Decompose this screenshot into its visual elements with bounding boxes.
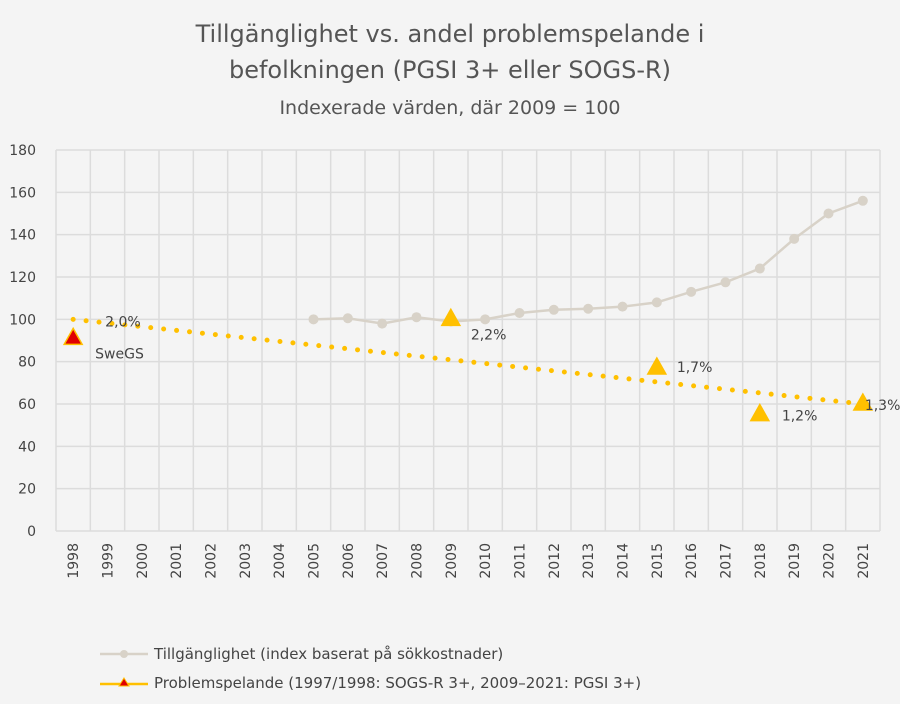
- legend-item-tillganglighet: Tillgänglighet (index baserat på sökkost…: [100, 645, 503, 663]
- y-tick-label: 100: [9, 312, 36, 328]
- availability-point: [411, 312, 422, 323]
- x-tick-label: 1999: [101, 543, 117, 579]
- problem-trendline: [70, 316, 866, 407]
- y-tick-label: 40: [18, 439, 36, 455]
- data-label: 1,3%: [865, 398, 900, 414]
- x-tick-label: 2021: [856, 543, 872, 579]
- data-label: 2,2%: [471, 327, 507, 343]
- data-note: SweGS: [95, 346, 144, 362]
- x-tick-label: 2010: [478, 543, 494, 579]
- availability-point: [514, 307, 525, 318]
- y-tick-label: 180: [9, 143, 36, 159]
- availability-point: [823, 208, 834, 219]
- legend-label: Problemspelande (1997/1998: SOGS-R 3+, 2…: [154, 674, 642, 692]
- availability-point: [857, 195, 868, 206]
- y-tick-label: 20: [18, 482, 36, 498]
- y-tick-label: 120: [9, 270, 36, 286]
- legend-line-triangle-icon: [100, 677, 148, 687]
- availability-point: [789, 233, 800, 244]
- x-tick-label: 2008: [410, 543, 426, 579]
- legend-line-gray-icon: [100, 650, 148, 658]
- problem-triangle-marker: [62, 326, 84, 346]
- chart-title-line-2: befolkningen (PGSI 3+ eller SOGS-R): [228, 56, 672, 84]
- availability-point: [548, 304, 559, 315]
- x-tick-label: 2002: [204, 543, 220, 579]
- data-label: 1,7%: [677, 360, 713, 376]
- x-tick-label: 2007: [375, 543, 391, 579]
- data-label: 2,0%: [105, 314, 141, 330]
- availability-point: [754, 263, 765, 274]
- x-tick-label: 2016: [684, 543, 700, 579]
- availability-point: [651, 297, 662, 308]
- x-tick-label: 2006: [341, 543, 357, 579]
- x-tick-label: 2005: [307, 543, 323, 579]
- x-tick-label: 2004: [272, 543, 288, 579]
- availability-point: [686, 286, 697, 297]
- availability-point: [342, 313, 353, 324]
- chart-title-line-1: Tillgänglighet vs. andel problemspelande…: [195, 20, 705, 48]
- availability-point: [308, 314, 319, 325]
- y-tick-label: 80: [18, 355, 36, 371]
- x-tick-label: 2019: [787, 543, 803, 579]
- legend-item-problemspelande: Problemspelande (1997/1998: SOGS-R 3+, 2…: [100, 674, 641, 692]
- x-tick-label: 2018: [753, 543, 769, 579]
- availability-point: [617, 301, 628, 312]
- x-tick-label: 2015: [650, 543, 666, 579]
- x-tick-label: 2017: [719, 543, 735, 579]
- problem-triangle-marker: [852, 392, 874, 411]
- x-tick-label: 2012: [547, 543, 563, 579]
- availability-point: [720, 277, 731, 288]
- problem-triangle-marker: [749, 403, 771, 422]
- availability-point: [480, 314, 491, 325]
- chart-subtitle: Indexerade värden, där 2009 = 100: [279, 97, 621, 119]
- x-tick-label: 2014: [616, 543, 632, 579]
- y-tick-label: 0: [27, 524, 36, 540]
- availability-point: [377, 318, 388, 329]
- y-tick-label: 160: [9, 185, 36, 201]
- x-tick-label: 2001: [169, 543, 185, 579]
- x-tick-label: 1998: [66, 543, 82, 579]
- y-tick-label: 140: [9, 228, 36, 244]
- problem-triangle-marker: [440, 307, 462, 327]
- x-tick-label: 2000: [135, 543, 151, 579]
- x-tick-label: 2003: [238, 543, 254, 579]
- x-tick-label: 2013: [581, 543, 597, 579]
- availability-point: [583, 303, 594, 314]
- data-label: 1,2%: [782, 409, 818, 425]
- y-tick-label: 60: [18, 397, 36, 413]
- x-tick-label: 2020: [822, 543, 838, 579]
- x-tick-label: 2009: [444, 543, 460, 579]
- problem-triangle-marker: [646, 356, 668, 375]
- x-tick-label: 2011: [513, 543, 529, 579]
- legend-label: Tillgänglighet (index baserat på sökkost…: [154, 645, 504, 663]
